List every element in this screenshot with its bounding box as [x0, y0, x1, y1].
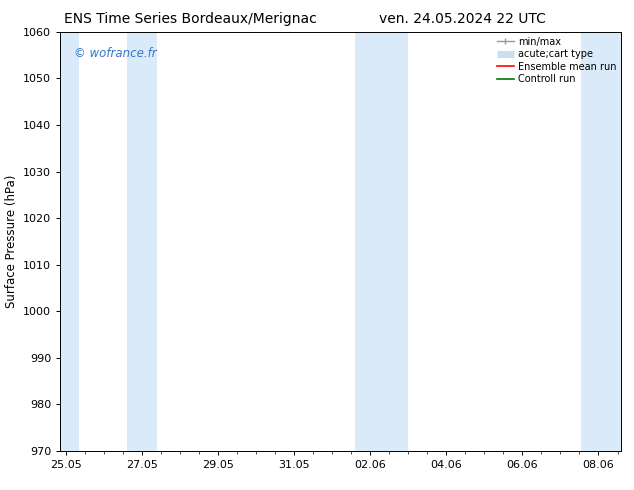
Y-axis label: Surface Pressure (hPa): Surface Pressure (hPa) — [4, 174, 18, 308]
Text: ven. 24.05.2024 22 UTC: ven. 24.05.2024 22 UTC — [379, 12, 547, 26]
Text: © wofrance.fr: © wofrance.fr — [74, 47, 157, 59]
Bar — [127, 32, 157, 451]
Bar — [60, 32, 79, 451]
Bar — [355, 32, 408, 451]
Text: ENS Time Series Bordeaux/Merignac: ENS Time Series Bordeaux/Merignac — [64, 12, 316, 26]
Legend: min/max, acute;cart type, Ensemble mean run, Controll run: min/max, acute;cart type, Ensemble mean … — [496, 37, 616, 84]
Bar — [581, 32, 621, 451]
